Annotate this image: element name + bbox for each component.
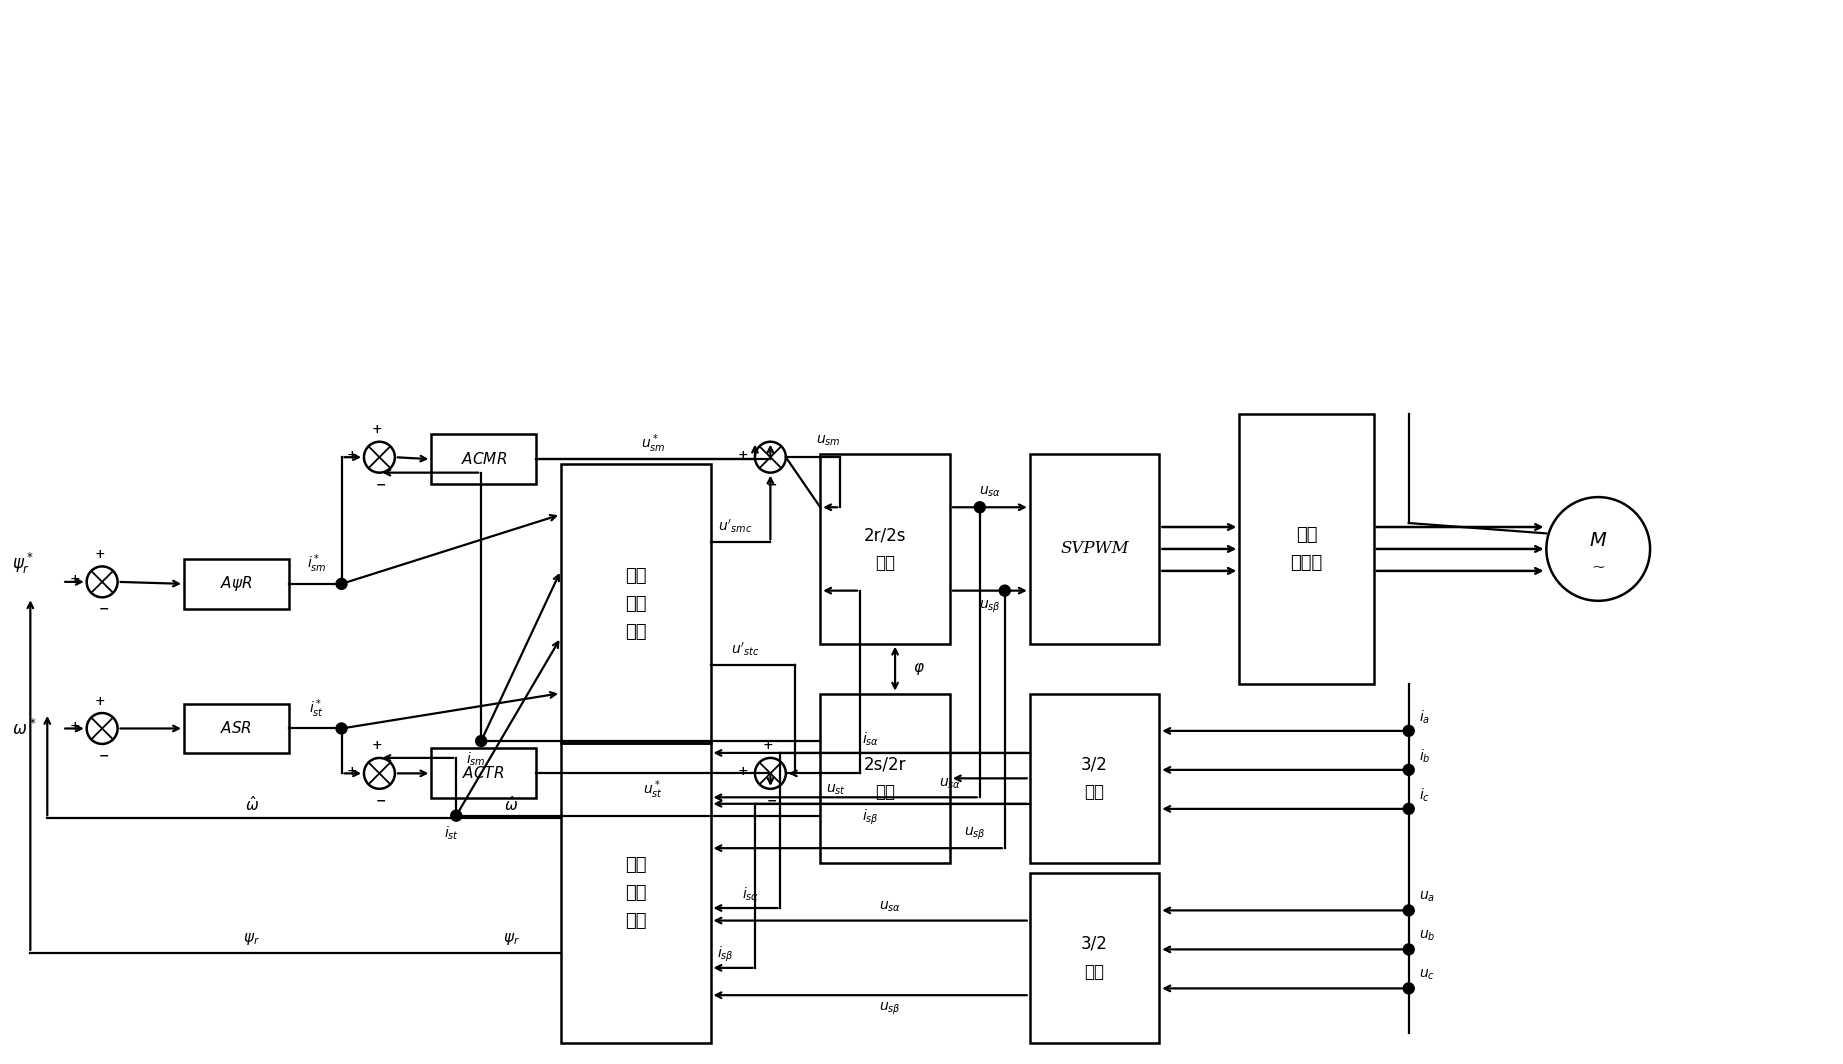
Text: $u_{s\alpha}$: $u_{s\alpha}$ — [938, 776, 960, 791]
Circle shape — [1403, 944, 1414, 954]
Text: +: + — [372, 423, 383, 436]
Text: +: + — [763, 739, 774, 752]
Text: $u_b$: $u_b$ — [1419, 928, 1436, 943]
Text: $i_a$: $i_a$ — [1419, 709, 1430, 726]
Text: $i_c$: $i_c$ — [1419, 786, 1430, 803]
Text: $\hat{\omega}$: $\hat{\omega}$ — [503, 795, 518, 814]
Bar — [1030, 454, 1159, 644]
Text: −: − — [100, 749, 109, 763]
Text: $u_c$: $u_c$ — [1419, 967, 1434, 982]
Circle shape — [335, 724, 346, 734]
Bar — [820, 694, 949, 863]
Text: $u_{sm}$: $u_{sm}$ — [816, 434, 840, 448]
Text: 2s/2r
变换: 2s/2r 变换 — [864, 755, 907, 801]
Text: 转速
估算
模块: 转速 估算 模块 — [625, 857, 647, 930]
Text: +: + — [94, 548, 105, 561]
Text: $u_{sm}^*$: $u_{sm}^*$ — [641, 432, 665, 454]
Text: $i_{st}$: $i_{st}$ — [444, 825, 459, 843]
Text: +: + — [372, 739, 383, 752]
Circle shape — [475, 735, 487, 747]
Text: $i_{s\beta}$: $i_{s\beta}$ — [863, 808, 879, 828]
Text: −: − — [376, 795, 387, 808]
Text: 三相
逆变器: 三相 逆变器 — [1290, 526, 1323, 571]
Text: $\psi_r$: $\psi_r$ — [503, 931, 520, 947]
Text: $i_{s\beta}$: $i_{s\beta}$ — [717, 944, 734, 964]
Text: +: + — [94, 695, 105, 708]
Text: −: − — [767, 795, 778, 808]
Text: $u'_{stc}$: $u'_{stc}$ — [732, 641, 759, 659]
Text: $u_{s\beta}$: $u_{s\beta}$ — [964, 826, 986, 843]
Text: $M$: $M$ — [1589, 532, 1607, 550]
Text: $i_{s\alpha}$: $i_{s\alpha}$ — [861, 730, 879, 748]
Circle shape — [999, 585, 1010, 596]
Text: $u_a$: $u_a$ — [1419, 890, 1436, 903]
Text: $u_{s\alpha}$: $u_{s\alpha}$ — [979, 484, 1001, 499]
Text: 3/2
变换: 3/2 变换 — [1082, 935, 1108, 981]
Circle shape — [1403, 764, 1414, 776]
Text: $\psi_r^*$: $\psi_r^*$ — [13, 551, 33, 577]
Text: $\psi_r$: $\psi_r$ — [243, 931, 260, 947]
Text: $i_{sm}$: $i_{sm}$ — [466, 750, 487, 768]
Bar — [1238, 414, 1373, 683]
Text: $u_{s\beta}$: $u_{s\beta}$ — [879, 1001, 901, 1017]
Text: SVPWM: SVPWM — [1060, 541, 1130, 558]
Text: $u_{s\alpha}$: $u_{s\alpha}$ — [879, 899, 901, 914]
Bar — [820, 454, 949, 644]
Text: $A\psi R$: $A\psi R$ — [219, 575, 252, 594]
Circle shape — [1403, 803, 1414, 814]
Text: −: − — [376, 478, 387, 492]
Text: +: + — [346, 765, 358, 778]
Text: +: + — [70, 573, 79, 586]
Bar — [1030, 694, 1159, 863]
Text: +: + — [737, 765, 748, 778]
Text: $i_{st}^*$: $i_{st}^*$ — [310, 697, 324, 720]
Circle shape — [1403, 904, 1414, 916]
Bar — [184, 703, 289, 753]
Text: $\varphi$: $\varphi$ — [912, 661, 925, 677]
Text: $ACTR$: $ACTR$ — [463, 765, 505, 781]
Text: $ACMR$: $ACMR$ — [461, 451, 507, 467]
Text: 前馈
解耦
模块: 前馈 解耦 模块 — [625, 567, 647, 641]
Text: 3/2
变换: 3/2 变换 — [1082, 755, 1108, 801]
Text: $u_{st}^*$: $u_{st}^*$ — [643, 778, 663, 800]
Circle shape — [1403, 726, 1414, 736]
Circle shape — [335, 579, 346, 589]
Text: −: − — [100, 603, 109, 616]
Text: −: − — [767, 478, 778, 492]
Circle shape — [1403, 983, 1414, 994]
Text: 2r/2s
变换: 2r/2s 变换 — [864, 526, 907, 571]
Text: +: + — [737, 449, 748, 462]
Bar — [560, 744, 711, 1043]
Circle shape — [452, 810, 463, 821]
Text: $\omega^*$: $\omega^*$ — [13, 718, 37, 738]
Text: $ASR$: $ASR$ — [221, 720, 252, 736]
Text: $i_{s\alpha}$: $i_{s\alpha}$ — [743, 885, 759, 902]
Bar — [431, 748, 536, 798]
Bar — [1030, 874, 1159, 1043]
Bar — [184, 559, 289, 609]
Text: $i_{sm}^*$: $i_{sm}^*$ — [306, 552, 326, 576]
Text: $u_{s\beta}$: $u_{s\beta}$ — [979, 598, 1001, 615]
Text: +: + — [346, 449, 358, 462]
Text: $u_{st}$: $u_{st}$ — [826, 782, 846, 797]
Text: $u'_{smc}$: $u'_{smc}$ — [719, 517, 752, 535]
Text: +: + — [70, 720, 79, 733]
Bar — [431, 434, 536, 484]
Circle shape — [975, 502, 986, 513]
Text: ~: ~ — [1591, 559, 1605, 576]
Text: $\hat{\omega}$: $\hat{\omega}$ — [245, 795, 258, 814]
Bar — [560, 464, 711, 744]
Text: $i_b$: $i_b$ — [1419, 747, 1430, 765]
